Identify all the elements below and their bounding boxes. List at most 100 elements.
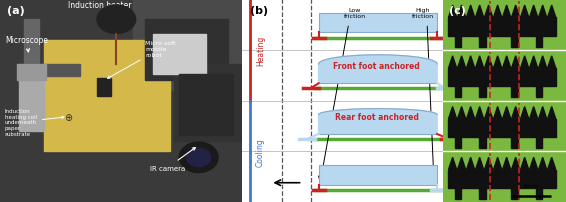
Polygon shape <box>548 57 556 69</box>
Polygon shape <box>503 158 511 170</box>
Polygon shape <box>457 158 466 170</box>
Polygon shape <box>484 6 492 18</box>
Polygon shape <box>512 158 520 170</box>
Bar <box>454 87 461 98</box>
Text: Cooling: Cooling <box>256 137 265 166</box>
Text: Front foot anchored: Front foot anchored <box>333 62 420 71</box>
Bar <box>443 0 566 50</box>
Polygon shape <box>539 107 547 119</box>
Text: Micro soft
mobile
robot: Micro soft mobile robot <box>108 41 176 79</box>
Text: Induction
heating coil
underneath
paper
substrate: Induction heating coil underneath paper … <box>5 108 64 136</box>
Bar <box>511 188 518 199</box>
Polygon shape <box>484 158 492 170</box>
Polygon shape <box>494 6 501 18</box>
Text: Microscope: Microscope <box>5 36 48 53</box>
Polygon shape <box>512 107 520 119</box>
Polygon shape <box>466 158 475 170</box>
Polygon shape <box>503 107 511 119</box>
Polygon shape <box>484 57 492 69</box>
Bar <box>97 79 112 97</box>
Bar <box>448 119 556 137</box>
Polygon shape <box>539 57 547 69</box>
Bar <box>443 101 566 152</box>
Text: (b): (b) <box>250 6 268 16</box>
Bar <box>479 87 486 98</box>
Polygon shape <box>466 57 475 69</box>
Polygon shape <box>494 107 501 119</box>
Polygon shape <box>494 57 501 69</box>
Polygon shape <box>512 6 520 18</box>
Polygon shape <box>319 109 437 134</box>
Polygon shape <box>319 56 437 84</box>
Ellipse shape <box>97 6 136 34</box>
Bar <box>535 87 542 98</box>
Polygon shape <box>448 57 457 69</box>
Bar <box>319 14 437 33</box>
Polygon shape <box>521 107 529 119</box>
Text: High
friction: High friction <box>412 8 434 19</box>
Bar <box>448 18 556 36</box>
Bar <box>44 40 170 152</box>
Bar <box>454 137 461 148</box>
Polygon shape <box>494 158 501 170</box>
Polygon shape <box>521 57 529 69</box>
Polygon shape <box>530 6 538 18</box>
Bar <box>448 170 556 188</box>
Polygon shape <box>521 6 529 18</box>
Polygon shape <box>475 6 484 18</box>
Bar <box>479 188 486 199</box>
Text: Heating: Heating <box>256 35 265 66</box>
Bar <box>174 65 242 141</box>
Bar <box>133 0 242 91</box>
Text: IR camera: IR camera <box>150 148 195 171</box>
Text: (c): (c) <box>449 6 466 16</box>
Polygon shape <box>530 158 538 170</box>
Bar <box>153 34 206 75</box>
Polygon shape <box>521 158 529 170</box>
Polygon shape <box>539 158 547 170</box>
Bar <box>319 166 437 185</box>
Polygon shape <box>466 107 475 119</box>
Bar <box>24 20 38 121</box>
Bar <box>145 20 228 81</box>
Polygon shape <box>448 158 457 170</box>
Polygon shape <box>475 57 484 69</box>
Polygon shape <box>512 57 520 69</box>
Polygon shape <box>548 107 556 119</box>
Text: Induction heater: Induction heater <box>68 1 131 16</box>
Bar <box>443 50 566 101</box>
Bar <box>19 71 44 131</box>
Bar <box>443 152 566 202</box>
Polygon shape <box>466 6 475 18</box>
Bar <box>535 188 542 199</box>
Bar <box>511 137 518 148</box>
Bar <box>479 137 486 148</box>
Polygon shape <box>539 6 547 18</box>
Bar <box>535 36 542 47</box>
Bar <box>179 75 233 135</box>
Polygon shape <box>548 6 556 18</box>
Text: Rear foot anchored: Rear foot anchored <box>335 113 419 122</box>
Polygon shape <box>503 57 511 69</box>
Bar <box>448 69 556 87</box>
Bar <box>479 36 486 47</box>
Polygon shape <box>457 57 466 69</box>
Bar <box>17 65 46 81</box>
Text: Low
friction: Low friction <box>344 8 366 19</box>
Polygon shape <box>457 6 466 18</box>
Polygon shape <box>448 107 457 119</box>
Polygon shape <box>530 107 538 119</box>
Bar <box>454 36 461 47</box>
Polygon shape <box>548 158 556 170</box>
Ellipse shape <box>187 148 211 167</box>
Bar <box>511 36 518 47</box>
Polygon shape <box>503 6 511 18</box>
Polygon shape <box>457 107 466 119</box>
Text: (a): (a) <box>7 6 25 16</box>
Text: ⊕: ⊕ <box>64 112 72 122</box>
Bar <box>19 65 80 77</box>
Ellipse shape <box>179 142 218 173</box>
Polygon shape <box>475 158 484 170</box>
Text: 2mm: 2mm <box>523 183 539 188</box>
Polygon shape <box>530 57 538 69</box>
